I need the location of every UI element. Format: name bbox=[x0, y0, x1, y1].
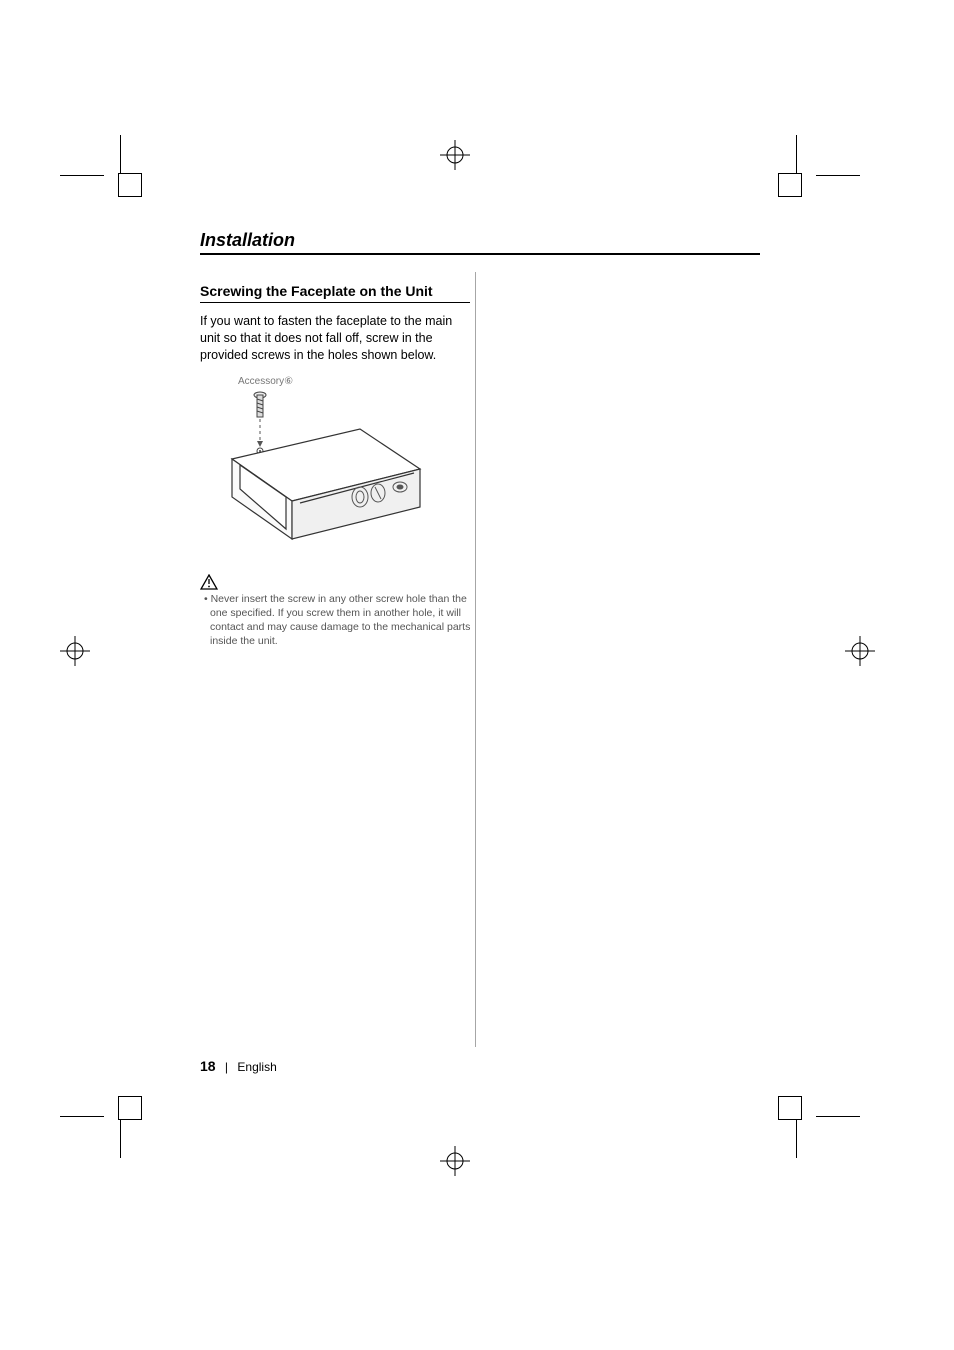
body-text: If you want to fasten the faceplate to t… bbox=[200, 313, 470, 364]
subheading: Screwing the Faceplate on the Unit bbox=[200, 283, 470, 303]
accessory-label: Accessory⑥ bbox=[238, 376, 440, 387]
caution-icon bbox=[200, 574, 218, 590]
registration-mark bbox=[440, 140, 470, 170]
page-footer: 18 | English bbox=[200, 1058, 277, 1074]
caution-text-content: Never insert the screw in any other scre… bbox=[210, 593, 470, 648]
registration-mark bbox=[845, 636, 875, 666]
footer-language: English bbox=[237, 1060, 276, 1074]
caution-text: • Never insert the screw in any other sc… bbox=[200, 592, 480, 649]
page-number: 18 bbox=[200, 1058, 216, 1074]
footer-separator: | bbox=[225, 1060, 228, 1074]
registration-mark bbox=[60, 636, 90, 666]
section-title: Installation bbox=[200, 230, 760, 255]
unit-diagram: Accessory⑥ bbox=[200, 376, 440, 564]
registration-mark bbox=[440, 1146, 470, 1176]
